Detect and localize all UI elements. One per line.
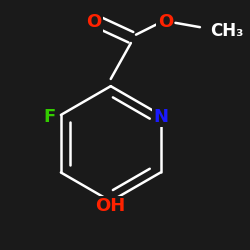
Text: O: O xyxy=(158,13,173,31)
Text: F: F xyxy=(43,108,55,126)
Text: O: O xyxy=(86,13,101,31)
Text: OH: OH xyxy=(96,197,126,215)
Text: CH₃: CH₃ xyxy=(210,22,244,40)
Text: N: N xyxy=(153,108,168,126)
